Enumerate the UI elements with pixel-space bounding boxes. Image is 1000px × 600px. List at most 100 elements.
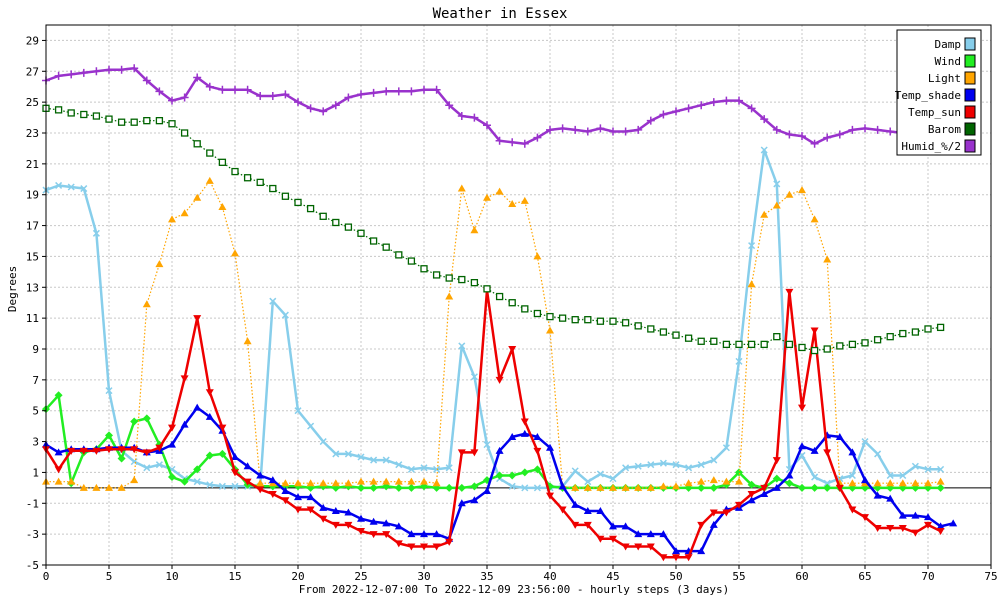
data-point — [836, 342, 844, 350]
data-point — [357, 477, 365, 485]
data-point — [583, 127, 592, 136]
y-tick-label: 21 — [26, 158, 39, 171]
data-point — [709, 509, 718, 517]
data-point — [394, 522, 403, 530]
data-point — [659, 554, 668, 562]
data-point — [936, 477, 945, 485]
data-point — [873, 524, 882, 532]
data-point — [621, 543, 630, 551]
data-point — [67, 109, 75, 117]
data-point — [659, 482, 668, 490]
data-point — [622, 464, 630, 472]
data-point — [344, 479, 353, 487]
data-point — [231, 249, 239, 257]
data-point — [319, 107, 328, 116]
data-point — [634, 125, 643, 134]
data-point — [861, 476, 869, 484]
legend-label: Temp_sun — [908, 106, 961, 119]
x-tick-label: 10 — [165, 570, 178, 583]
data-point — [709, 98, 718, 107]
data-point — [609, 317, 617, 325]
data-point — [331, 521, 340, 529]
data-point — [848, 479, 857, 487]
data-point — [357, 229, 365, 237]
data-point — [546, 125, 554, 134]
data-point — [180, 129, 189, 137]
data-point — [483, 193, 491, 201]
series-barom — [42, 104, 945, 355]
data-point — [533, 465, 542, 474]
data-point — [747, 480, 756, 489]
chart-title: Weather in Essex — [433, 6, 568, 22]
data-point — [785, 340, 794, 349]
data-point — [357, 90, 365, 99]
data-point — [735, 96, 743, 105]
data-point — [772, 457, 781, 465]
x-tick-label: 50 — [669, 570, 682, 583]
data-point — [874, 450, 882, 458]
data-point — [382, 243, 390, 251]
data-point — [205, 82, 214, 91]
data-point — [823, 479, 831, 487]
series-humid-2 — [42, 64, 920, 148]
data-point — [911, 479, 920, 487]
data-point — [79, 447, 88, 455]
data-point — [67, 70, 76, 79]
data-point — [432, 479, 441, 487]
legend-label: Wind — [935, 55, 962, 68]
data-point — [848, 340, 857, 349]
data-point — [584, 316, 592, 324]
data-point — [294, 479, 302, 487]
data-point — [357, 514, 365, 522]
data-point — [105, 446, 113, 454]
data-point — [772, 474, 781, 483]
data-point — [609, 475, 617, 483]
data-point — [697, 547, 706, 555]
legend-label: Damp — [935, 38, 962, 51]
plot-frame — [45, 24, 992, 566]
data-point — [760, 115, 769, 124]
data-point — [508, 471, 517, 480]
data-point — [558, 124, 567, 133]
data-point — [105, 387, 113, 395]
data-point — [281, 90, 290, 99]
data-point — [647, 461, 655, 469]
data-point — [80, 110, 88, 119]
data-point — [495, 446, 504, 454]
data-point — [798, 343, 806, 352]
data-point — [785, 288, 794, 296]
data-point — [760, 210, 769, 218]
data-point — [193, 193, 202, 201]
x-tick-label: 45 — [606, 570, 619, 583]
data-point — [936, 522, 945, 530]
data-point — [898, 524, 907, 532]
y-tick-label: -5 — [26, 559, 39, 572]
data-point — [231, 85, 239, 94]
data-point — [533, 447, 542, 455]
x-tick-label: 0 — [43, 570, 50, 583]
y-tick-label: 15 — [26, 250, 39, 263]
data-point — [483, 121, 491, 130]
data-point — [924, 325, 932, 333]
data-point — [243, 85, 252, 94]
data-point — [798, 186, 806, 194]
data-point — [483, 285, 491, 293]
data-point — [697, 461, 705, 469]
data-point — [798, 442, 806, 450]
data-point — [344, 223, 353, 231]
data-point — [810, 446, 819, 454]
data-point — [180, 420, 189, 428]
data-point — [331, 507, 340, 514]
data-point — [634, 462, 642, 470]
data-point — [307, 422, 315, 430]
data-point — [634, 322, 642, 330]
data-point — [609, 483, 617, 491]
data-point — [332, 450, 340, 458]
data-point — [924, 521, 932, 529]
x-tick-label: 25 — [354, 570, 367, 583]
data-point — [571, 316, 579, 324]
data-point — [747, 491, 756, 499]
data-point — [231, 167, 239, 176]
data-point — [495, 471, 504, 480]
data-point — [130, 417, 139, 426]
